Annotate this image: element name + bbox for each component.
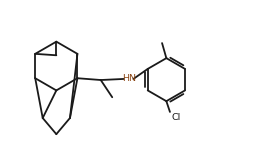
- Text: Cl: Cl: [171, 113, 181, 122]
- Text: HN: HN: [122, 74, 136, 83]
